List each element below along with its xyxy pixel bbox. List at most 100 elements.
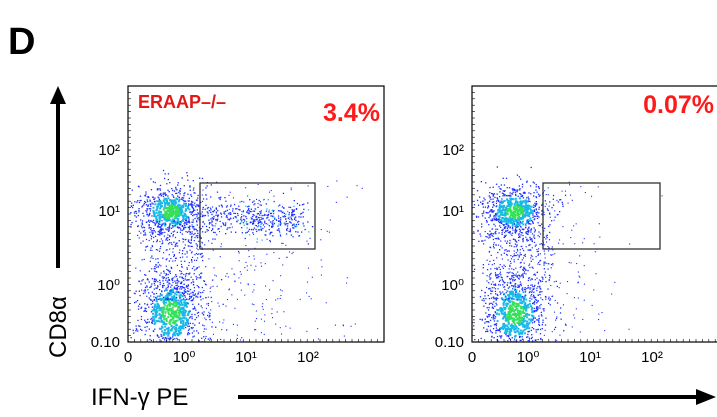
- event-dot: [492, 219, 494, 222]
- event-dot: [494, 290, 497, 293]
- event-dot: [190, 200, 193, 203]
- event-dot: [164, 222, 166, 224]
- event-dot: [500, 311, 503, 314]
- event-dot: [531, 240, 533, 243]
- event-dot: [270, 215, 272, 217]
- event-dot: [202, 324, 204, 326]
- event-dot: [488, 321, 490, 323]
- event-dot: [226, 216, 228, 218]
- event-dot: [301, 231, 303, 233]
- event-dot: [164, 231, 166, 233]
- event-dot: [149, 200, 151, 202]
- event-dot: [547, 194, 549, 196]
- event-dot: [228, 194, 230, 196]
- event-dot: [170, 315, 172, 317]
- event-dot: [508, 295, 511, 298]
- event-dot: [491, 211, 493, 213]
- event-dot: [511, 297, 513, 299]
- event-dot: [524, 302, 527, 304]
- event-dot: [539, 290, 541, 293]
- event-dot: [228, 288, 230, 290]
- event-dot: [151, 322, 154, 324]
- event-dot: [525, 231, 527, 233]
- event-dot: [580, 186, 582, 188]
- event-dot: [512, 229, 514, 231]
- event-dot: [278, 257, 280, 259]
- event-dot: [172, 291, 174, 293]
- event-dot: [159, 205, 162, 208]
- event-dot: [180, 198, 182, 200]
- event-dot: [181, 205, 183, 208]
- event-dot: [196, 285, 198, 287]
- event-dot: [521, 274, 523, 276]
- event-dot: [193, 273, 195, 275]
- event-dot: [173, 295, 176, 298]
- event-dot: [508, 216, 511, 219]
- event-dot: [614, 281, 616, 283]
- event-dot: [500, 337, 502, 339]
- event-dot: [162, 314, 165, 317]
- event-dot: [495, 183, 498, 185]
- event-dot: [513, 301, 516, 304]
- event-dot: [498, 200, 500, 203]
- event-dot: [272, 224, 274, 226]
- event-dot: [152, 233, 154, 235]
- event-dot: [549, 277, 551, 279]
- event-dot: [186, 290, 188, 292]
- event-dot: [157, 285, 159, 287]
- event-dot: [533, 231, 536, 233]
- event-dot: [494, 272, 496, 274]
- event-dot: [185, 305, 188, 308]
- event-dot: [211, 217, 213, 219]
- event-dot: [522, 300, 525, 303]
- event-dot: [263, 333, 265, 335]
- event-dot: [190, 195, 193, 197]
- event-dot: [517, 271, 519, 273]
- event-dot: [145, 238, 148, 241]
- event-dot: [537, 306, 539, 308]
- event-dot: [194, 232, 196, 234]
- event-dot: [487, 309, 490, 311]
- event-dot: [169, 235, 171, 237]
- event-dot: [165, 294, 168, 297]
- event-dot: [207, 314, 209, 317]
- event-dot: [217, 210, 219, 212]
- event-dot: [518, 285, 520, 287]
- event-dot: [523, 298, 525, 300]
- event-dot: [511, 309, 514, 312]
- event-dot: [184, 295, 186, 297]
- event-dot: [211, 326, 213, 328]
- event-dot: [246, 265, 248, 267]
- event-dot: [511, 217, 514, 219]
- event-dot: [530, 212, 532, 214]
- event-dot: [254, 220, 256, 222]
- event-dot: [534, 218, 536, 220]
- event-dot: [265, 299, 267, 301]
- event-dot: [210, 211, 212, 213]
- event-dot: [503, 306, 506, 309]
- event-dot: [153, 200, 156, 203]
- event-dot: [138, 209, 140, 212]
- event-dot: [160, 201, 163, 204]
- event-dot: [188, 264, 190, 267]
- event-dot: [146, 221, 148, 223]
- event-dot: [518, 296, 521, 299]
- event-dot: [527, 221, 529, 223]
- event-dot: [292, 210, 294, 212]
- event-dot: [527, 304, 530, 306]
- event-dot: [172, 231, 174, 233]
- event-dot: [257, 223, 259, 225]
- event-dot: [506, 271, 508, 274]
- event-dot: [176, 289, 178, 291]
- event-dot: [484, 318, 486, 320]
- event-dot: [178, 314, 181, 317]
- event-dot: [168, 228, 170, 230]
- event-dot: [598, 223, 600, 225]
- event-dot: [148, 328, 150, 330]
- event-dot: [167, 337, 169, 339]
- event-dot: [153, 230, 155, 232]
- event-dot: [267, 199, 269, 201]
- event-dot: [520, 202, 523, 205]
- event-dot: [531, 233, 534, 235]
- event-dot: [534, 205, 536, 207]
